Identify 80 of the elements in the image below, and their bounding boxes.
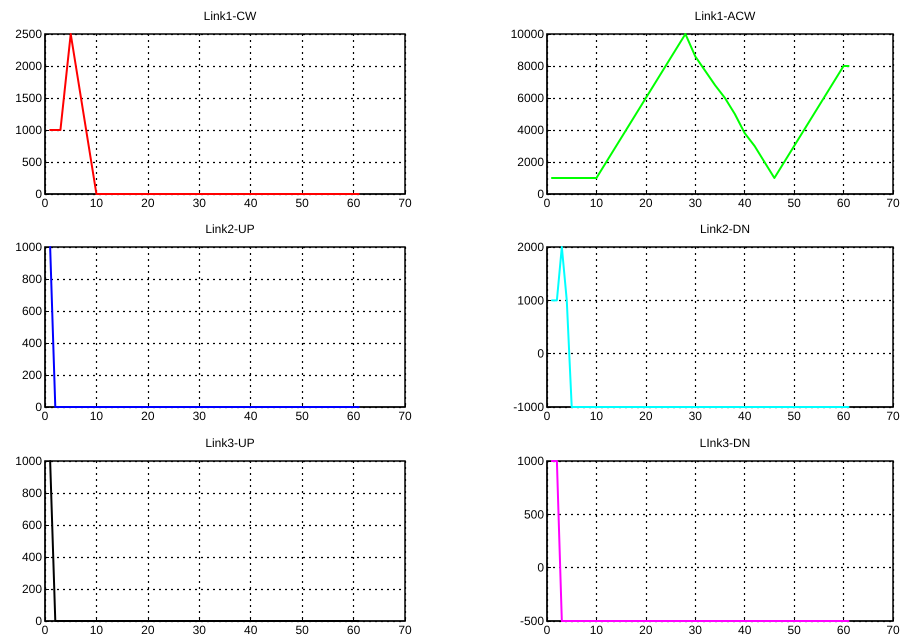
x-tick-label: 70 [398,409,412,423]
x-tick-label: 50 [295,196,310,210]
x-tick-label: 10 [590,196,604,210]
y-tick-label: 0 [537,560,544,575]
x-tick-label: 30 [192,196,206,210]
y-tick-label: 1000 [517,293,544,308]
y-tick-label: 0 [35,614,42,628]
chart-title: Link1-CW [204,9,258,23]
x-tick-label: 10 [90,196,104,210]
x-tick-label: 60 [836,623,851,637]
x-tick-label: 10 [590,623,604,637]
x-tick-label: 20 [639,623,653,637]
y-tick-label: 4000 [517,123,544,137]
chart-title: Link2-DN [700,222,750,236]
x-tick-label: 60 [346,196,361,210]
chart-title: Link1-ACW [694,9,756,23]
x-tick-label: 70 [398,623,412,637]
x-tick-label: 40 [738,623,752,637]
y-tick-label: 400 [22,336,42,350]
x-tick-label: 10 [590,409,604,423]
y-tick-label: 800 [22,272,42,286]
x-tick-label: 10 [90,623,104,637]
y-tick-label: 600 [22,518,42,532]
y-tick-label: 500 [22,155,42,169]
x-tick-label: 20 [639,196,653,210]
x-tick-label: 50 [787,623,802,637]
x-tick-label: 40 [738,409,752,423]
y-tick-label: 800 [22,486,42,500]
chart-title: Link3-UP [205,436,255,450]
x-tick-label: 30 [192,409,206,423]
y-tick-label: 500 [524,507,544,522]
x-tick-label: 20 [141,196,155,210]
y-tick-label: 1000 [15,123,42,137]
y-tick-label: 2000 [517,240,544,254]
x-tick-label: 50 [787,196,802,210]
x-tick-label: 20 [639,409,653,423]
y-tick-label: 600 [22,304,42,318]
x-tick-label: 50 [787,409,802,423]
y-tick-label: -500 [520,614,544,628]
x-tick-label: 30 [688,623,702,637]
x-tick-label: 60 [346,623,361,637]
chart-title: Link2-UP [205,222,255,236]
y-tick-label: 1000 [517,454,544,468]
y-tick-label: 8000 [517,59,544,73]
y-tick-label: 6000 [517,91,544,105]
x-tick-label: 40 [244,196,258,210]
x-tick-label: 60 [346,409,361,423]
x-tick-label: 70 [886,623,900,637]
y-tick-label: 2000 [517,155,544,169]
y-tick-label: 0 [35,400,42,414]
y-tick-label: -1000 [513,400,544,414]
y-tick-label: 1000 [15,240,42,254]
x-tick-label: 20 [141,623,155,637]
x-tick-label: 40 [738,196,752,210]
y-tick-label: 0 [35,187,42,201]
x-tick-label: 40 [244,409,258,423]
x-tick-label: 40 [244,623,258,637]
x-tick-label: 60 [836,409,851,423]
x-tick-label: 70 [886,196,900,210]
chart-title: LInk3-DN [700,436,750,450]
x-tick-label: 20 [141,409,155,423]
y-tick-label: 2500 [15,27,42,41]
x-tick-label: 30 [688,196,702,210]
y-tick-label: 1500 [15,91,42,105]
x-tick-label: 10 [90,409,104,423]
y-tick-label: 200 [22,582,42,596]
x-tick-label: 70 [398,196,412,210]
y-tick-label: 0 [537,187,544,201]
y-tick-label: 400 [22,550,42,564]
x-tick-label: 60 [836,196,851,210]
x-tick-label: 30 [192,623,206,637]
x-tick-label: 70 [886,409,900,423]
y-tick-label: 0 [537,346,544,361]
x-tick-label: 50 [295,623,310,637]
x-tick-label: 50 [295,409,310,423]
x-tick-label: 30 [688,409,702,423]
y-tick-label: 10000 [510,27,544,41]
y-tick-label: 2000 [15,59,42,73]
y-tick-label: 200 [22,368,42,382]
y-tick-label: 1000 [15,454,42,468]
